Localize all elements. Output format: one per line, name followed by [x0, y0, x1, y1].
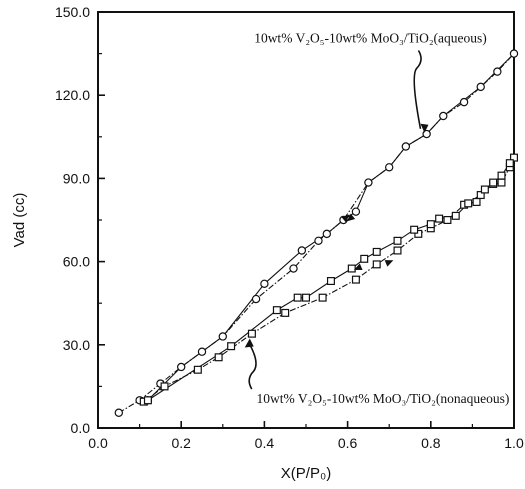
data-point-nonaqueous — [476, 191, 485, 200]
data-point-nonaqueous — [247, 329, 256, 338]
data-point-nonaqueous — [281, 308, 290, 317]
x-tick-label: 1.0 — [504, 435, 524, 451]
data-point-aqueous — [251, 294, 261, 304]
data-point-nonaqueous — [393, 246, 402, 255]
y-tick-label: 90.0 — [63, 170, 90, 186]
data-point-aqueous — [114, 408, 124, 417]
plot-frame — [97, 11, 515, 429]
axes: 0.0 0.2 0.4 0.6 0.8 1.0 0.0 30.0 60.0 90.0 120.0 15… — [11, 4, 524, 482]
annotation-arrowhead — [244, 338, 254, 348]
data-point-aqueous — [218, 332, 227, 341]
series-lines — [118, 53, 515, 414]
x-tick-label: 0.0 — [88, 435, 108, 451]
data-point-nonaqueous — [451, 211, 460, 220]
data-point-nonaqueous — [472, 197, 481, 206]
data-point-nonaqueous — [318, 293, 327, 302]
data-point-nonaqueous — [480, 185, 489, 194]
data-point-aqueous — [364, 178, 373, 187]
data-point-aqueous — [401, 142, 411, 151]
x-tick-label: 0.4 — [255, 435, 275, 451]
data-point-nonaqueous — [193, 365, 202, 374]
arrow-aqueous-adsorption — [341, 214, 350, 223]
data-point-nonaqueous — [302, 293, 311, 302]
data-point-aqueous — [509, 49, 519, 58]
arrow-nonaqueous-adsorption — [384, 260, 394, 267]
data-point-aqueous — [197, 347, 207, 356]
data-point-nonaqueous — [372, 260, 381, 269]
annotation-label: 10wt% V₂O₅-10wt% MoO₃/TiO₂(aqueous) — [254, 31, 487, 46]
data-point-nonaqueous — [426, 220, 435, 229]
y-tick-label: 150.0 — [55, 4, 90, 20]
x-axis-title: X(P/P₀) — [281, 465, 331, 482]
data-point-nonaqueous — [464, 199, 473, 208]
data-point-aqueous — [297, 246, 307, 255]
data-point-aqueous — [422, 129, 431, 139]
data-point-nonaqueous — [489, 178, 498, 187]
data-point-nonaqueous — [510, 153, 519, 162]
markers — [114, 49, 519, 417]
data-point-nonaqueous — [351, 275, 360, 284]
y-tick-label: 60.0 — [63, 254, 90, 270]
data-point-aqueous — [314, 236, 323, 245]
y-axis-title: Vad (cc) — [11, 193, 28, 248]
data-point-aqueous — [260, 279, 269, 288]
data-point-nonaqueous — [293, 293, 302, 302]
data-point-nonaqueous — [372, 247, 381, 256]
data-point-aqueous — [322, 229, 331, 239]
data-point-nonaqueous — [214, 353, 223, 362]
data-point-nonaqueous — [414, 229, 423, 238]
annotations: 10wt% V₂O₅-10wt% MoO₃/TiO₂(aqueous) 10wt%… — [244, 31, 510, 406]
data-point-nonaqueous — [326, 277, 335, 286]
data-point-aqueous — [351, 207, 361, 216]
x-tick-label: 0.8 — [421, 435, 441, 451]
data-point-nonaqueous — [272, 306, 281, 315]
data-point-aqueous — [493, 67, 502, 76]
data-point-nonaqueous — [393, 236, 402, 245]
annotation-arrowhead — [420, 123, 429, 133]
data-point-aqueous — [459, 97, 469, 107]
annotation-leader — [413, 50, 422, 129]
data-point-nonaqueous — [160, 382, 169, 391]
arrow-nonaqueous-desorption — [353, 263, 363, 270]
y-tick-label: 0.0 — [71, 420, 91, 436]
data-point-nonaqueous — [347, 264, 356, 273]
data-point-nonaqueous — [143, 396, 152, 405]
data-point-aqueous — [176, 362, 186, 372]
annotation-label: 10wt% V₂O₅-10wt% MoO₃/TiO₂(nonaqueous) — [257, 391, 510, 406]
data-point-nonaqueous — [227, 342, 236, 351]
data-point-aqueous — [385, 163, 394, 172]
x-tick-label: 0.6 — [338, 435, 358, 451]
data-point-nonaqueous — [505, 159, 514, 168]
y-tick-label: 30.0 — [63, 337, 90, 353]
x-tick-label: 0.2 — [171, 435, 191, 451]
data-point-nonaqueous — [435, 214, 444, 223]
arrow-aqueous-desorption — [346, 213, 356, 222]
data-point-nonaqueous — [497, 178, 506, 187]
data-point-aqueous — [439, 111, 448, 121]
data-point-nonaqueous — [497, 171, 506, 180]
data-point-nonaqueous — [410, 225, 419, 234]
annotation-leader — [248, 344, 257, 390]
data-point-aqueous — [476, 82, 485, 92]
data-point-nonaqueous — [443, 216, 452, 225]
data-point-aqueous — [289, 264, 298, 273]
data-point-nonaqueous — [360, 254, 369, 263]
y-tick-label: 120.0 — [55, 87, 90, 103]
hysteresis-arrows — [341, 213, 394, 270]
